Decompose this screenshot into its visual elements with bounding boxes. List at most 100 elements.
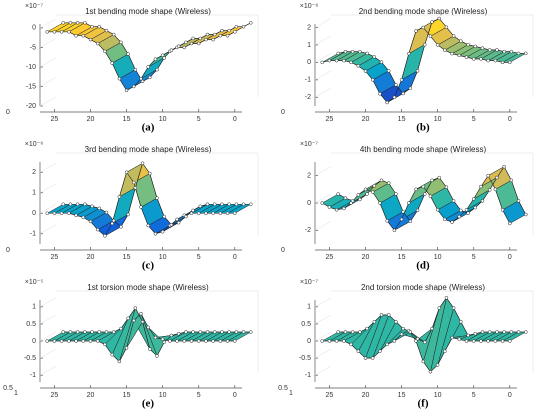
node-marker — [365, 51, 369, 56]
node-marker — [486, 58, 490, 63]
node-marker — [435, 363, 440, 367]
z-tick-label: 1 — [14, 390, 18, 397]
node-marker — [392, 95, 397, 100]
node-marker — [146, 223, 150, 228]
node-marker — [356, 193, 361, 197]
y-tick-label: 1 — [32, 190, 36, 197]
node-marker — [443, 48, 447, 52]
node-marker — [495, 330, 499, 334]
x-tick-label: 10 — [159, 116, 167, 123]
node-marker — [459, 39, 463, 43]
node-marker — [233, 211, 237, 215]
node-marker — [139, 311, 143, 316]
x-tick-label: 10 — [159, 392, 167, 399]
node-marker — [182, 339, 187, 343]
node-marker — [117, 195, 122, 199]
x-tick-label: 20 — [87, 116, 95, 123]
node-marker — [363, 356, 368, 360]
panel-label: (c) — [142, 260, 155, 272]
node-marker — [90, 330, 94, 334]
node-marker — [378, 92, 382, 96]
node-marker — [83, 330, 87, 334]
grid-line — [314, 70, 332, 81]
node-marker — [327, 339, 332, 343]
node-marker — [139, 205, 143, 209]
node-marker — [394, 83, 398, 87]
node-marker — [140, 320, 145, 324]
node-marker — [480, 199, 485, 203]
node-marker — [495, 48, 499, 52]
node-marker — [342, 339, 346, 343]
node-marker — [479, 57, 483, 61]
node-marker — [212, 330, 217, 334]
node-marker — [83, 21, 87, 25]
node-marker — [516, 330, 521, 334]
axis-exponent: ×10⁻⁶ — [25, 141, 44, 148]
node-marker — [117, 76, 122, 81]
x-tick-label: 20 — [87, 392, 95, 399]
node-marker — [155, 354, 159, 358]
node-marker — [386, 69, 391, 73]
node-marker — [117, 359, 122, 364]
node-marker — [435, 208, 440, 212]
node-marker — [233, 30, 237, 34]
node-marker — [336, 192, 340, 196]
node-marker — [68, 21, 73, 25]
node-marker — [372, 55, 377, 59]
node-marker — [443, 349, 447, 353]
x-tick-label: 15 — [398, 116, 406, 123]
node-marker — [191, 36, 195, 41]
node-marker — [385, 342, 389, 347]
x-tick-label: 25 — [326, 116, 334, 123]
node-marker — [189, 41, 194, 46]
node-marker — [379, 60, 384, 64]
node-marker — [97, 206, 102, 211]
node-marker — [457, 214, 462, 219]
node-marker — [211, 339, 215, 343]
z-tick-label: 1 — [289, 390, 293, 397]
x-tick-label: 25 — [51, 116, 59, 123]
axis-exponent: ×10⁻⁷ — [300, 141, 319, 148]
node-marker — [350, 49, 355, 54]
node-marker — [423, 42, 427, 47]
node-marker — [459, 320, 463, 324]
node-marker — [392, 228, 397, 233]
node-marker — [407, 51, 411, 56]
y-tick-label: 1 — [307, 42, 311, 49]
node-marker — [204, 339, 208, 343]
x-tick-label: 0 — [508, 116, 512, 123]
node-marker — [334, 58, 339, 63]
node-marker — [249, 330, 253, 334]
node-marker — [225, 33, 230, 38]
node-marker — [191, 330, 195, 334]
grid-line — [314, 221, 332, 231]
grid-line — [39, 38, 57, 48]
node-marker — [104, 210, 109, 215]
node-marker — [473, 205, 478, 210]
node-marker — [205, 32, 210, 37]
node-marker — [97, 330, 102, 334]
node-marker — [59, 211, 64, 215]
grid-line — [39, 314, 57, 325]
node-marker — [67, 339, 71, 343]
node-marker — [196, 211, 201, 215]
node-marker — [509, 49, 514, 54]
node-marker — [45, 211, 49, 215]
panel: 3rd bending mode shape (Wireless) ×10⁻⁶ (c… — [6, 141, 259, 272]
node-marker — [500, 60, 505, 65]
node-marker — [437, 175, 441, 180]
node-marker — [487, 48, 492, 52]
node-marker — [399, 78, 404, 82]
node-marker — [67, 30, 71, 34]
node-marker — [320, 339, 324, 343]
node-marker — [466, 42, 470, 47]
x-tick-label: 15 — [398, 392, 406, 399]
node-marker — [83, 202, 87, 206]
node-marker — [182, 45, 187, 50]
node-marker — [358, 330, 362, 334]
y-tick-label: 0.5 — [301, 321, 311, 328]
node-marker — [327, 205, 332, 209]
node-marker — [212, 32, 217, 37]
node-marker — [45, 30, 49, 34]
